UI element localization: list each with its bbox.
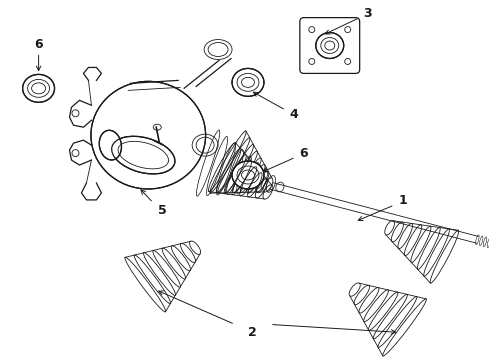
- Ellipse shape: [99, 130, 122, 160]
- Ellipse shape: [23, 75, 54, 102]
- FancyBboxPatch shape: [300, 18, 360, 73]
- Ellipse shape: [232, 161, 264, 189]
- Text: 6: 6: [299, 147, 308, 159]
- Text: 5: 5: [158, 204, 167, 217]
- Ellipse shape: [263, 178, 273, 192]
- Text: 3: 3: [364, 7, 372, 20]
- Ellipse shape: [112, 136, 175, 174]
- Ellipse shape: [91, 81, 206, 189]
- Ellipse shape: [316, 32, 343, 58]
- Text: 6: 6: [34, 38, 43, 51]
- Text: 2: 2: [247, 326, 256, 339]
- Text: 4: 4: [290, 108, 298, 121]
- Ellipse shape: [232, 68, 264, 96]
- Text: 1: 1: [398, 194, 407, 207]
